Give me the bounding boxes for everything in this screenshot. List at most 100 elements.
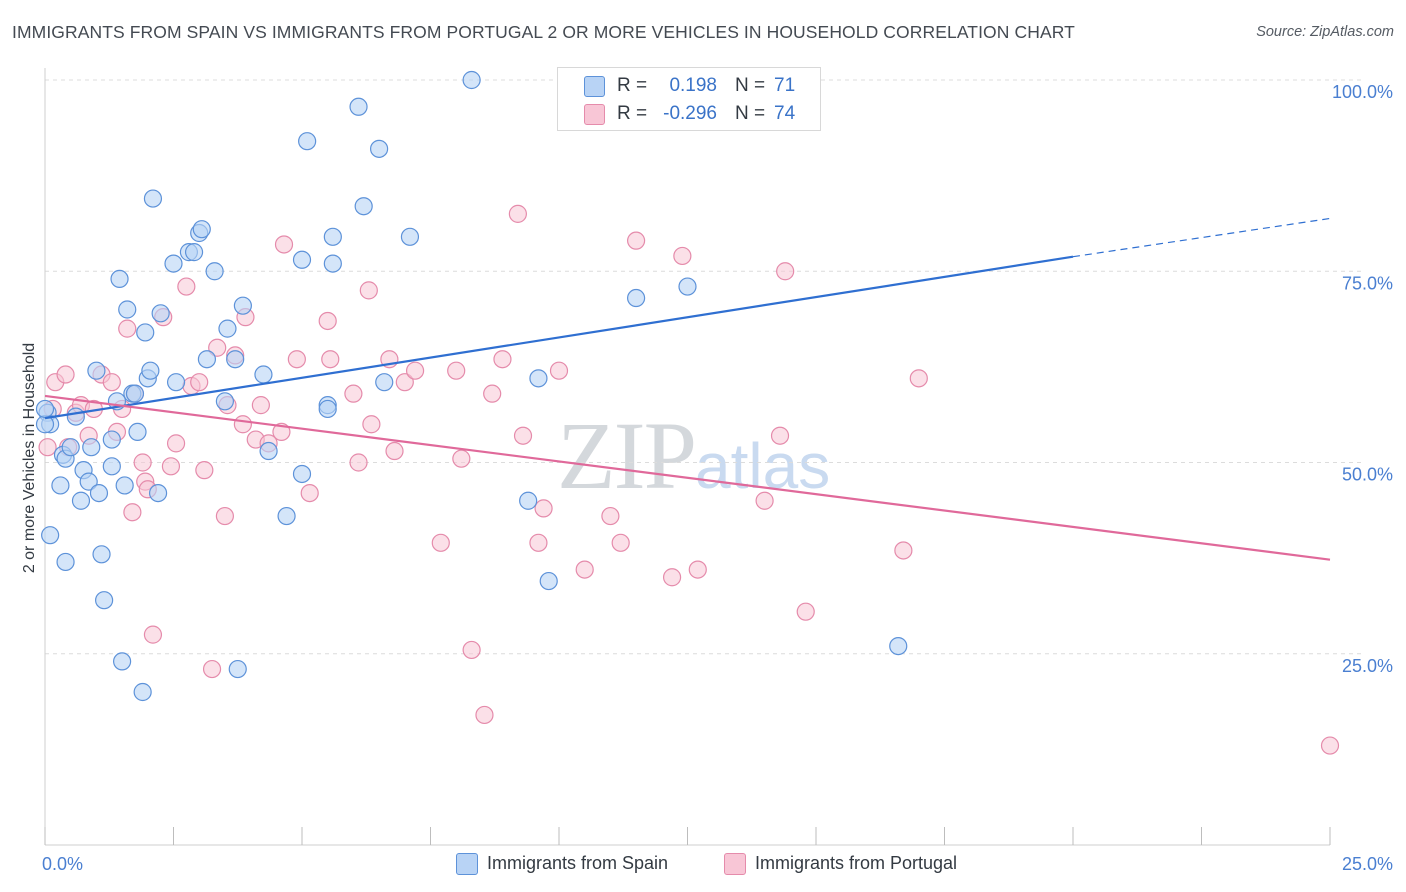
portugal-point: [688, 560, 707, 579]
portugal-point: [161, 457, 181, 476]
spain-point: [259, 441, 278, 461]
watermark-atlas: atlas: [695, 430, 831, 502]
spain-trend-extension: [1072, 217, 1331, 258]
portugal-point: [447, 361, 466, 380]
legend-label: Immigrants from Portugal: [755, 853, 958, 873]
portugal-point: [529, 533, 548, 552]
spain-point: [136, 323, 155, 342]
spain-trend-line: [44, 255, 1074, 420]
y-tick-label: 50.0%: [1342, 465, 1393, 485]
axes: [44, 68, 1331, 846]
spain-point: [35, 399, 55, 419]
spain-swatch: [584, 76, 605, 97]
portugal-point: [796, 602, 815, 621]
spain-point: [61, 438, 80, 457]
spain-point: [95, 591, 114, 610]
correlation-legend: R = 0.198 N = 71 R = -0.296 N = 74: [557, 67, 821, 131]
portugal-point: [513, 426, 533, 445]
spain-point: [375, 373, 394, 392]
spain-point: [112, 652, 132, 671]
spain-point: [215, 392, 234, 411]
spain-point: [205, 262, 224, 281]
spain-point: [71, 491, 91, 510]
portugal-point: [38, 438, 57, 457]
n-label: N =: [735, 75, 766, 96]
spain-point: [226, 350, 245, 369]
spain-point: [228, 659, 247, 679]
portugal-point: [362, 415, 381, 434]
spain-point: [323, 227, 342, 246]
spain-point: [254, 365, 273, 384]
portugal-point: [190, 373, 209, 392]
spain-point: [354, 197, 373, 216]
portugal-point: [662, 568, 682, 587]
spain-point: [349, 97, 368, 116]
portugal-point: [452, 449, 471, 468]
portugal-point: [133, 453, 152, 472]
portugal-point: [300, 484, 319, 503]
portugal-point: [287, 350, 306, 369]
spain-point: [133, 682, 152, 702]
x-tick-label: 0.0%: [42, 854, 83, 874]
portugal-point: [359, 281, 378, 300]
n-label: N =: [735, 103, 766, 124]
portugal-point: [575, 560, 594, 579]
spain-point: [51, 476, 70, 495]
portugal-point: [909, 369, 928, 388]
spain-point: [56, 552, 75, 572]
spain-point: [529, 369, 548, 388]
spain-point: [41, 526, 60, 545]
spain-point: [125, 384, 145, 403]
spain-point: [292, 464, 312, 484]
portugal-point: [462, 640, 481, 660]
portugal-point: [385, 441, 404, 461]
portugal-swatch: [724, 853, 746, 875]
spain-point: [889, 636, 908, 656]
portugal-point: [251, 396, 270, 415]
spain-point: [462, 70, 481, 90]
r-label: R =: [617, 103, 648, 124]
n-value: 71: [774, 75, 796, 96]
spain-point: [92, 545, 111, 564]
r-value: -0.296: [663, 103, 717, 124]
n-value: 74: [774, 103, 796, 124]
portugal-point: [894, 541, 913, 560]
r-value: 0.198: [669, 75, 717, 96]
portugal-point: [601, 506, 620, 526]
y-tick-label: 100.0%: [1332, 82, 1393, 102]
chart-title: IMMIGRANTS FROM SPAIN VS IMMIGRANTS FROM…: [12, 22, 1075, 42]
portugal-point: [395, 373, 414, 392]
legend-row-spain: R = 0.198 N = 71: [558, 72, 820, 100]
spain-point: [292, 250, 312, 269]
x-tick-label: 25.0%: [1342, 854, 1393, 874]
spain-point: [164, 254, 183, 273]
spain-point: [110, 269, 129, 288]
grid-lines: [45, 79, 1365, 655]
spain-point: [102, 430, 121, 449]
spain-point: [233, 296, 252, 315]
portugal-point: [202, 659, 222, 679]
spain-point: [519, 491, 538, 510]
spain-point: [89, 484, 109, 503]
spain-point: [148, 484, 168, 503]
portugal-swatch: [584, 104, 605, 125]
spain-point: [66, 407, 85, 426]
portugal-point: [344, 384, 363, 403]
legend-row-portugal: R = -0.296 N = 74: [558, 100, 820, 128]
spain-point: [678, 277, 697, 296]
y-tick-label: 75.0%: [1342, 273, 1393, 293]
spain-point: [118, 300, 137, 319]
spain-point: [128, 422, 147, 441]
portugal-point: [56, 365, 75, 384]
source-credit: Source: ZipAtlas.com: [1256, 24, 1394, 40]
portugal-point: [405, 361, 425, 380]
portugal-point: [431, 533, 450, 552]
r-label: R =: [617, 75, 648, 96]
spain-point: [192, 220, 211, 239]
spain-point: [197, 350, 217, 369]
spain-point: [539, 571, 558, 591]
spain-point: [277, 506, 296, 526]
trend-lines: [44, 217, 1331, 561]
portugal-point: [626, 231, 646, 250]
